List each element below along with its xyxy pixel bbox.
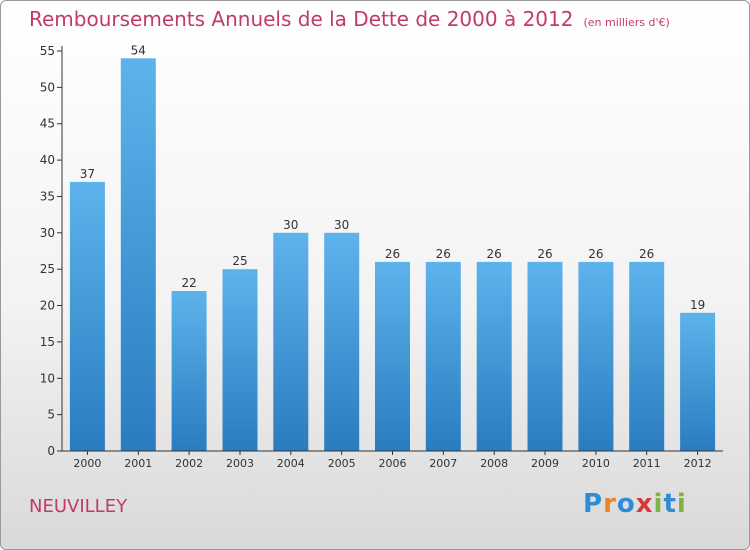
- logo-letter: i: [653, 489, 664, 519]
- y-tick-label: 20: [40, 299, 55, 313]
- axes-group: 2000 2001 2002 2003 2004 2005 2006 2007 2008 2009…: [40, 44, 723, 470]
- bar-2005: [324, 232, 360, 451]
- logo-letter: t: [663, 489, 677, 519]
- x-tick-label: 2003: [226, 457, 254, 470]
- y-tick-label: 5: [47, 408, 55, 422]
- y-tick-label: 35: [40, 190, 55, 204]
- y-tick-label: 15: [40, 335, 55, 349]
- x-tick-label: 2001: [124, 457, 152, 470]
- y-tick-label: 10: [40, 371, 55, 385]
- bar-2006: [375, 261, 410, 451]
- x-tick-label: 2009: [531, 457, 559, 470]
- bar-2002: [171, 291, 207, 451]
- proxiti-logo[interactable]: Proxiti: [583, 489, 687, 519]
- data-label: 30: [334, 218, 349, 232]
- bar-2000: [69, 181, 105, 451]
- logo-letter: x: [635, 489, 654, 519]
- data-label: 37: [80, 167, 95, 181]
- logo-letter: i: [676, 489, 687, 519]
- bar-2003: [222, 269, 258, 451]
- x-tick-label: 2011: [633, 457, 661, 470]
- x-tick-label: 2008: [480, 457, 508, 470]
- y-tick-label: 30: [40, 226, 55, 240]
- bar-2004: [273, 232, 309, 451]
- unit-label: (en milliers d'€): [583, 16, 670, 29]
- x-tick-label: 2002: [175, 457, 203, 470]
- x-tick-label: 2007: [429, 457, 457, 470]
- chart-title: Remboursements Annuels de la Dette de 20…: [29, 7, 670, 31]
- y-tick-label: 45: [40, 117, 55, 131]
- bar-2008: [476, 261, 512, 451]
- x-tick-label: 2005: [328, 457, 356, 470]
- bar-2012: [680, 312, 716, 451]
- logo-letter: o: [616, 489, 636, 519]
- x-tick-label: 2006: [379, 457, 407, 470]
- data-label: 54: [131, 43, 146, 57]
- data-label: 26: [588, 247, 603, 261]
- data-label: 26: [487, 247, 502, 261]
- x-tick-label: 2010: [582, 457, 610, 470]
- logo-letter: r: [603, 489, 617, 519]
- bar-2011: [629, 261, 665, 451]
- data-label: 30: [283, 218, 298, 232]
- data-label: 26: [639, 247, 654, 261]
- data-label: 26: [537, 247, 552, 261]
- y-tick-label: 50: [40, 80, 55, 94]
- bar-2009: [527, 261, 563, 451]
- data-label: 26: [436, 247, 451, 261]
- y-tick-label: 40: [40, 153, 55, 167]
- bar-2001: [120, 58, 156, 452]
- bar-2007: [425, 261, 461, 451]
- y-tick-label: 25: [40, 262, 55, 276]
- data-label: 22: [181, 276, 196, 290]
- data-label: 26: [385, 247, 400, 261]
- y-tick-label: 55: [40, 44, 55, 58]
- data-label: 25: [232, 254, 247, 268]
- y-tick-label: 0: [47, 444, 55, 458]
- data-label: 19: [690, 298, 705, 312]
- x-tick-label: 2012: [684, 457, 712, 470]
- x-tick-label: 2004: [277, 457, 305, 470]
- title-text: Remboursements Annuels de la Dette de 20…: [29, 7, 574, 31]
- bars-group: 37 54 22 25 30 30 26 26 26 26 26 26 19: [69, 43, 716, 452]
- logo-letter: P: [583, 489, 604, 519]
- x-tick-label: 2000: [73, 457, 101, 470]
- commune-name: NEUVILLEY: [29, 496, 128, 517]
- bar-2010: [578, 261, 614, 451]
